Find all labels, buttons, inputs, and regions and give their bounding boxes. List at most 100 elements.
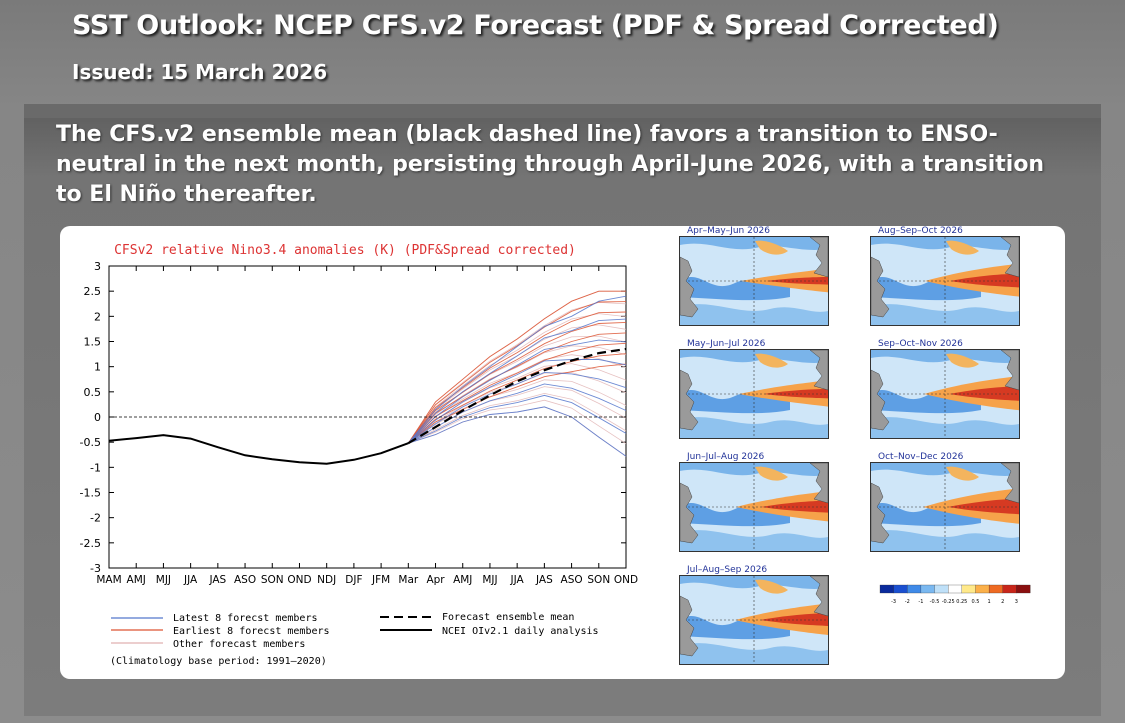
- sst-anomaly-map: [680, 576, 828, 664]
- legend-label-obs: NCEI OIv2.1 daily analysis: [442, 626, 599, 637]
- land-east: [809, 576, 828, 617]
- sst-anomaly-map: [871, 350, 1019, 438]
- legend-label-mean: Forecast ensemble mean: [442, 612, 574, 623]
- map-panel-label: Jun–Jul–Aug 2026: [687, 452, 765, 462]
- x-tick-label: Mar: [398, 574, 418, 586]
- map-panel-label: Sep–Oct–Nov 2026: [878, 339, 963, 349]
- colorbar-swatch: [907, 584, 922, 594]
- strong-warm-anomaly: [948, 498, 1019, 515]
- latest-member-line: [408, 359, 627, 444]
- x-tick-label: MJJ: [482, 574, 497, 586]
- cool-anomaly-north: [871, 350, 1019, 363]
- sst-anomaly-map: [680, 237, 828, 325]
- map-frame: [870, 462, 1020, 552]
- other-member-line: [408, 379, 627, 444]
- warm-patch-north: [946, 466, 979, 481]
- strong-warm-anomaly: [761, 500, 828, 513]
- x-tick-label: JAS: [535, 574, 553, 586]
- earliest-member-line: [407, 290, 626, 444]
- latest-member-line: [407, 318, 627, 444]
- page-title: SST Outlook: NCEP CFS.v2 Forecast (PDF &…: [72, 10, 999, 41]
- map-panel-label: Oct–Nov–Dec 2026: [878, 452, 964, 462]
- map-frame: [679, 575, 829, 665]
- warm-patch-north: [755, 353, 788, 368]
- colorbar-swatch: [920, 584, 935, 594]
- cool-anomaly-north: [680, 237, 828, 250]
- cool-anomaly-north: [680, 463, 828, 476]
- sst-anomaly-map: [680, 350, 828, 438]
- y-tick-label: -2.5: [80, 537, 101, 550]
- observed-analysis-line: [108, 434, 409, 465]
- colorbar-tick-label: -1: [918, 599, 923, 605]
- sst-map-panels: Apr–May–Jun 2026 Aug–Sep–Oct 2026 May–Ju…: [667, 226, 1047, 679]
- other-member-line: [408, 399, 627, 444]
- legend-label-other: Other forecast members: [173, 639, 305, 650]
- latest-member-line: [408, 406, 627, 457]
- map-panel: May–Jun–Jul 2026: [669, 339, 829, 445]
- forecast-description: The CFS.v2 ensemble mean (black dashed l…: [56, 122, 1045, 208]
- map-panel: Jul–Aug–Sep 2026: [669, 565, 829, 671]
- nino34-plume-chart: CFSv2 relative Nino3.4 anomalies (K) (PD…: [80, 243, 639, 667]
- x-tick-label: ASO: [234, 574, 256, 586]
- colorbar-tick-label: 0.5: [971, 599, 979, 605]
- x-tick-label: MAM: [96, 574, 121, 586]
- sst-anomaly-map: [871, 463, 1019, 551]
- map-panel-label: Apr–May–Jun 2026: [687, 226, 771, 236]
- colorbar-tick-label: 2: [1001, 599, 1004, 605]
- y-tick-label: 0: [94, 411, 101, 424]
- y-tick-label: -0.5: [80, 436, 101, 449]
- y-axis-ticks: 3 2.5 2 1.5 1 0.5 0 -0.5 -1 -1.5 -2 -2.5 -3: [80, 260, 626, 575]
- colorbar-tick-label: -0.5: [930, 599, 940, 605]
- x-tick-label: DJF: [345, 574, 362, 586]
- y-tick-label: -1.5: [80, 487, 101, 500]
- x-tick-label: SON: [261, 574, 284, 586]
- x-tick-label: SON: [587, 574, 610, 586]
- y-tick-label: 0.5: [84, 386, 102, 399]
- colorbar-tick-label: 1: [987, 599, 990, 605]
- land-east: [1000, 463, 1019, 504]
- map-frame: [679, 236, 829, 326]
- colorbar-tick-label: -2: [905, 599, 910, 605]
- land-east: [809, 237, 828, 278]
- map-panel: Oct–Nov–Dec 2026: [860, 452, 1020, 558]
- colorbar-swatch: [893, 584, 908, 594]
- latest-member-line: [408, 371, 627, 444]
- x-axis-ticks: MAM AMJ MJJ JJA JAS ASO SON OND NDJ DJF JFM Mar Apr A…: [96, 266, 638, 586]
- map-frame: [870, 349, 1020, 439]
- x-tick-label: JFM: [371, 574, 390, 586]
- colorbar-tick-label: 0.25: [956, 599, 967, 605]
- map-panel: Sep–Oct–Nov 2026: [860, 339, 1020, 445]
- issued-date: Issued: 15 March 2026: [72, 60, 328, 84]
- cool-anomaly-north: [680, 576, 828, 589]
- legend-label-earliest: Earliest 8 forecst members: [173, 626, 330, 637]
- map-frame: [870, 236, 1020, 326]
- land-west: [680, 595, 699, 657]
- x-tick-label: ASO: [561, 574, 583, 586]
- warm-patch-north: [755, 240, 788, 255]
- colorbar-swatch: [948, 584, 963, 594]
- land-west: [680, 256, 699, 318]
- panel-top-strip: [24, 104, 1101, 118]
- y-tick-label: 2.5: [84, 285, 102, 298]
- strong-warm-anomaly: [950, 273, 1019, 288]
- forecast-members: [407, 290, 627, 457]
- sst-anomaly-map: [871, 237, 1019, 325]
- land-west: [680, 482, 699, 544]
- colorbar-swatch: [1016, 584, 1031, 594]
- y-tick-label: -1: [90, 461, 101, 474]
- y-tick-label: 1.5: [84, 336, 102, 349]
- sst-colorbar: -3 -2 -1 -0.5 -0.25 0.25 0.5 1 2 3: [879, 584, 1031, 605]
- y-tick-label: 1: [94, 361, 101, 374]
- colorbar-tick-label: 3: [1015, 599, 1018, 605]
- x-tick-label: NDJ: [317, 574, 336, 586]
- earliest-member-line: [407, 342, 627, 444]
- earliest-member-line: [407, 332, 627, 444]
- colorbar-tick-label: -0.25: [942, 599, 955, 605]
- x-tick-label: OND: [614, 574, 638, 586]
- cool-anomaly-north: [871, 463, 1019, 476]
- x-tick-label: JJA: [510, 574, 525, 586]
- warm-patch-north: [755, 579, 788, 594]
- x-tick-label: MJJ: [156, 574, 171, 586]
- climatology-footnote: (Climatology base period: 1991–2020): [110, 656, 327, 667]
- other-member-line: [408, 392, 627, 444]
